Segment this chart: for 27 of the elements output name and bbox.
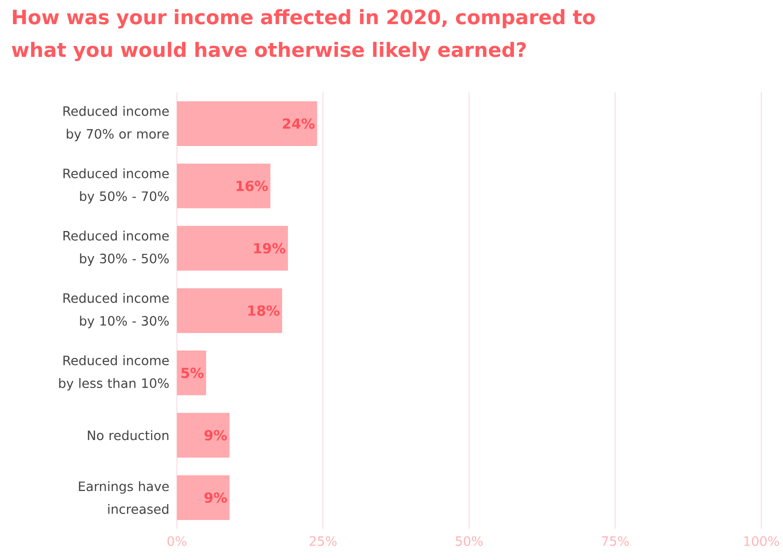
data-label: 9% [204,492,227,504]
x-tick-label: 0% [168,536,186,546]
y-tick-label: Earnings have increased [78,481,169,514]
bar [176,226,288,271]
y-tick-label: Reduced income by 70% or more [63,106,169,142]
chart-title: How was your income affected in 2020, compared to what you would have otherwise likely earned? [12,9,595,62]
bar [176,475,230,520]
x-tick-label: 75% [602,536,629,546]
data-label: 5% [181,368,204,378]
y-tick-label: Reduced income by 10% - 30% [63,293,169,328]
data-label: 19% [254,243,286,254]
x-tick-label: 100% [744,536,779,546]
bar [176,164,270,209]
y-tick-label: Reduced income by less than 10% [59,356,169,391]
y-tick-label: Reduced income by 30% - 50% [63,230,169,266]
data-label: 9% [204,430,227,441]
data-label: 24% [282,118,315,130]
x-tick-label: 50% [456,536,483,546]
bar [176,101,318,146]
y-tick-label: Reduced income by 50% - 70% [63,168,169,204]
x-tick-label: 25% [310,536,337,546]
data-label: 16% [236,180,268,192]
data-label: 18% [248,306,280,316]
bar [176,288,282,334]
y-tick-label: No reduction [88,430,168,440]
bar [176,413,230,458]
bar [176,350,206,396]
